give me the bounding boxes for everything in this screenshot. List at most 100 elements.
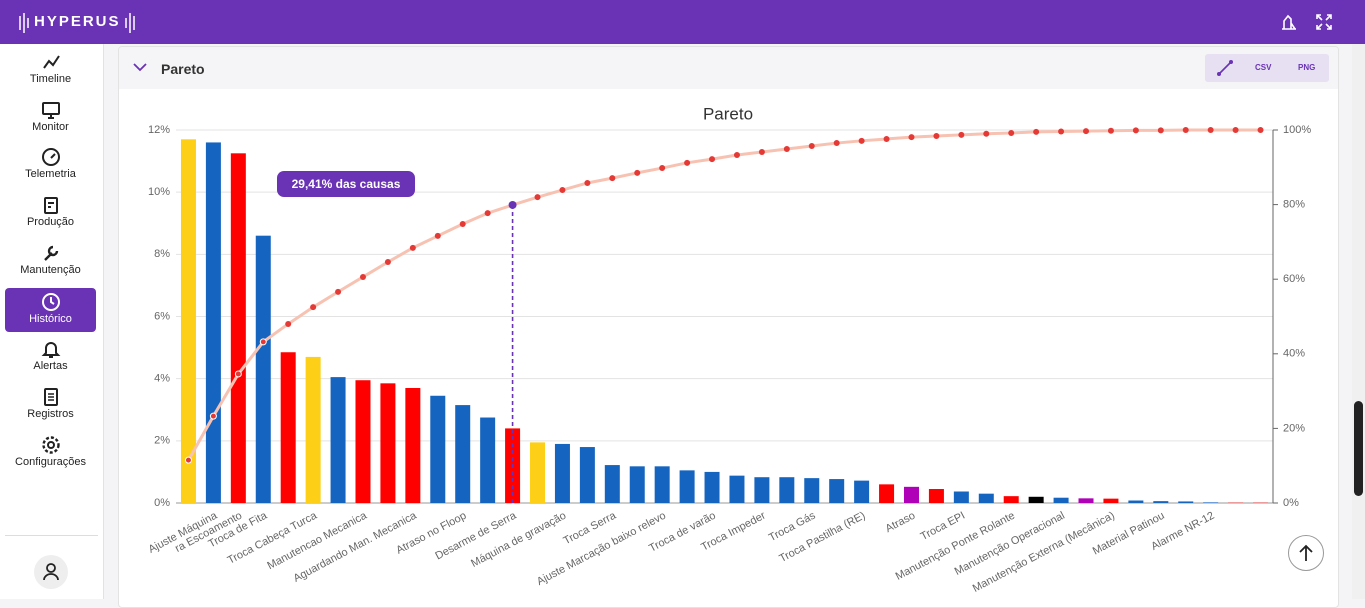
cumulative-point <box>1008 130 1014 136</box>
chart-title: Pareto <box>703 104 753 123</box>
bar <box>1079 498 1094 503</box>
bar <box>1203 502 1218 503</box>
y-tick-label: 8% <box>154 248 170 260</box>
bar <box>555 444 570 503</box>
cumulative-point <box>834 140 840 146</box>
cumulative-point <box>584 180 590 186</box>
scroll-top-button[interactable] <box>1288 535 1324 571</box>
bar <box>480 418 495 503</box>
bar <box>331 377 346 503</box>
cumulative-point <box>1258 127 1264 133</box>
cumulative-point <box>1133 127 1139 133</box>
bar <box>1103 499 1118 503</box>
cumulative-point <box>709 156 715 162</box>
y2-tick-label: 40% <box>1283 348 1305 360</box>
nav-label: Registros <box>27 408 73 420</box>
scroll-thumb[interactable] <box>1354 401 1363 496</box>
scrollbar[interactable] <box>1352 44 1365 599</box>
bar <box>779 477 794 503</box>
cumulative-point <box>884 136 890 142</box>
nav-label: Telemetria <box>25 168 76 180</box>
divider <box>5 535 98 536</box>
y-tick-label: 12% <box>148 124 170 136</box>
cumulative-point <box>734 152 740 158</box>
cumulative-point <box>310 304 316 310</box>
cumulative-point <box>285 321 291 327</box>
cumulative-point <box>360 274 366 280</box>
cumulative-point <box>908 134 914 140</box>
bar <box>904 487 919 503</box>
bar <box>829 479 844 503</box>
x-tick-label: Atraso <box>884 510 918 536</box>
bar <box>605 465 620 503</box>
cumulative-point <box>1233 127 1239 133</box>
nav-item[interactable]: Timeline <box>5 48 96 92</box>
y-tick-label: 10% <box>148 186 170 198</box>
y2-tick-label: 100% <box>1283 124 1311 136</box>
y2-tick-label: 60% <box>1283 273 1305 285</box>
cumulative-point <box>1058 128 1064 134</box>
bar <box>979 494 994 503</box>
bar <box>455 405 470 503</box>
bar <box>954 491 969 503</box>
cumulative-point <box>335 289 341 295</box>
user-button[interactable] <box>34 555 68 589</box>
bar <box>1004 496 1019 503</box>
y2-tick-label: 20% <box>1283 422 1305 434</box>
bar <box>754 477 769 503</box>
logo: HYPERUS <box>34 13 121 30</box>
bar <box>405 388 420 503</box>
cumulative-point <box>535 194 541 200</box>
y2-tick-label: 0% <box>1283 497 1299 509</box>
x-tick-label: Troca Pastilha (RE) <box>777 510 867 565</box>
cumulative-point <box>235 371 241 377</box>
y-tick-label: 6% <box>154 310 170 322</box>
fullscreen-icon[interactable] <box>1315 13 1333 31</box>
cumulative-point <box>958 132 964 138</box>
bar <box>630 466 645 503</box>
bar <box>1178 501 1193 503</box>
bar <box>854 481 869 503</box>
bar <box>256 236 271 503</box>
nav-item[interactable]: Configurações <box>5 431 96 475</box>
cumulative-point <box>859 138 865 144</box>
bar <box>729 476 744 503</box>
nav-item[interactable]: Alertas <box>5 335 96 379</box>
bar <box>355 380 370 503</box>
cumulative-point <box>609 175 615 181</box>
bar <box>804 478 819 503</box>
nav-item[interactable]: Manutenção <box>5 239 96 283</box>
bar <box>530 442 545 503</box>
cumulative-point <box>983 131 989 137</box>
nav-item[interactable]: Telemetria <box>5 143 96 187</box>
nav-label: Produção <box>27 216 74 228</box>
nav-item[interactable]: Registros <box>5 383 96 427</box>
cumulative-point <box>1208 127 1214 133</box>
cumulative-point <box>410 245 416 251</box>
factory-icon[interactable] <box>1280 13 1298 31</box>
nav-item[interactable]: Histórico <box>5 288 96 332</box>
cumulative-point <box>1083 128 1089 134</box>
cumulative-point <box>1108 128 1114 134</box>
cumulative-point <box>1033 129 1039 135</box>
logo-mark <box>124 12 138 34</box>
cumulative-point <box>260 339 266 345</box>
nav-item[interactable]: Monitor <box>5 96 96 140</box>
cumulative-point <box>559 187 565 193</box>
bar <box>580 447 595 503</box>
nav-label: Manutenção <box>20 264 81 276</box>
cumulative-point <box>485 210 491 216</box>
cumulative-point <box>634 170 640 176</box>
cumulative-point <box>1158 127 1164 133</box>
nav-label: Monitor <box>32 121 69 133</box>
nav-label: Alertas <box>33 360 67 372</box>
annotation: 29,41% das causas <box>292 177 401 191</box>
y-tick-label: 4% <box>154 373 170 385</box>
bar <box>879 484 894 503</box>
y2-tick-label: 80% <box>1283 199 1305 211</box>
bar <box>705 472 720 503</box>
bar <box>231 153 246 503</box>
nav-item[interactable]: Produção <box>5 191 96 235</box>
nav-label: Histórico <box>29 313 72 325</box>
bar <box>206 142 221 503</box>
